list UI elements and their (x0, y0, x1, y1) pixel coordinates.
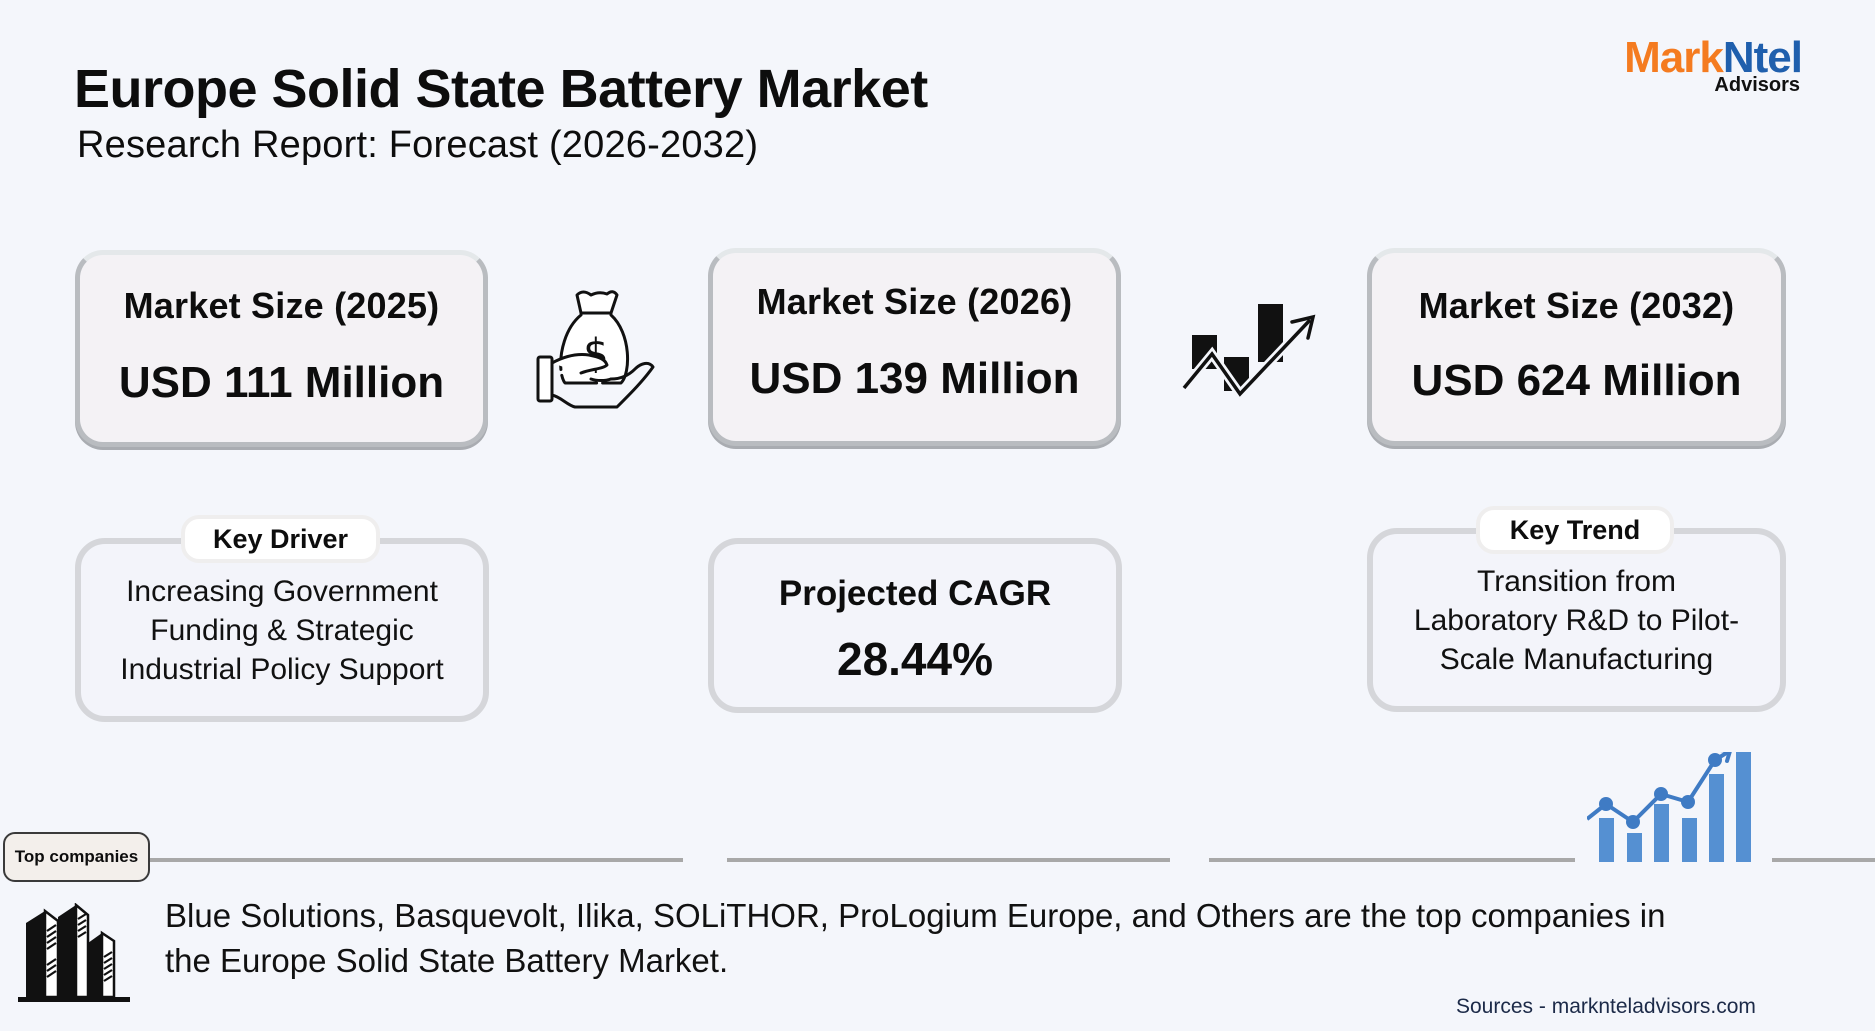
key-driver-text: Increasing Government Funding & Strategi… (81, 572, 483, 689)
bar-line-chart-icon (1587, 752, 1757, 874)
page-subtitle: Research Report: Forecast (2026-2032) (77, 124, 759, 166)
section-divider (150, 858, 683, 862)
projected-cagr-box: Projected CAGR 28.44% (708, 538, 1122, 713)
key-driver-line: Industrial Policy Support (120, 653, 444, 686)
section-divider (1772, 858, 1875, 862)
stat-label: Market Size (2026) (756, 281, 1073, 322)
top-companies-line: Blue Solutions, Basquevolt, Ilika, SOLiT… (165, 897, 1666, 934)
key-trend-box: Transition from Laboratory R&D to Pilot-… (1367, 528, 1786, 712)
top-companies-badge: Top companies (3, 832, 150, 882)
key-trend-label: Key Trend (1476, 506, 1674, 554)
key-trend-line: Laboratory R&D to Pilot- (1413, 604, 1740, 637)
key-trend-line: Transition from (1477, 565, 1676, 598)
key-driver-line: Funding & Strategic (150, 614, 414, 647)
key-driver-line: Increasing Government (126, 575, 438, 608)
key-trend-text: Transition from Laboratory R&D to Pilot-… (1373, 562, 1780, 679)
market-size-2025-card: Market Size (2025) USD 111 Million (75, 250, 488, 447)
logo-wordmark: MarkNtel (1624, 33, 1803, 82)
stat-value: USD 139 Million (749, 354, 1080, 403)
office-buildings-icon (18, 903, 130, 1005)
stat-value: USD 111 Million (118, 358, 445, 407)
money-bag-in-hand-icon: $ (535, 285, 661, 413)
page-title: Europe Solid State Battery Market (74, 59, 928, 119)
market-size-2026-card: Market Size (2026) USD 139 Million (708, 248, 1121, 446)
stat-value: USD 624 Million (1411, 356, 1742, 405)
stat-label: Market Size (2025) (123, 285, 440, 326)
key-driver-box: Increasing Government Funding & Strategi… (75, 538, 489, 722)
growth-chart-arrow-icon (1182, 302, 1320, 406)
logo-advisors-text: Advisors (1714, 74, 1800, 96)
key-trend-line: Scale Manufacturing (1439, 643, 1714, 676)
section-divider (1209, 858, 1575, 862)
cagr-value: 28.44% (836, 633, 993, 685)
sources-credit: Sources - marknteladvisors.com (1456, 995, 1756, 1018)
top-companies-line: the Europe Solid State Battery Market. (165, 942, 729, 979)
top-companies-text: Blue Solutions, Basquevolt, Ilika, SOLiT… (165, 893, 1815, 983)
logo-ntel-text: Ntel (1722, 33, 1803, 82)
cagr-label: Projected CAGR (778, 574, 1052, 613)
market-size-2032-card: Market Size (2032) USD 624 Million (1367, 248, 1786, 446)
key-driver-label: Key Driver (181, 515, 380, 563)
section-divider (727, 858, 1170, 862)
logo-mark-text: Mark (1624, 33, 1724, 82)
marknteladvisors-logo: MarkNtel Advisors (1590, 33, 1803, 98)
stat-label: Market Size (2032) (1418, 285, 1735, 326)
